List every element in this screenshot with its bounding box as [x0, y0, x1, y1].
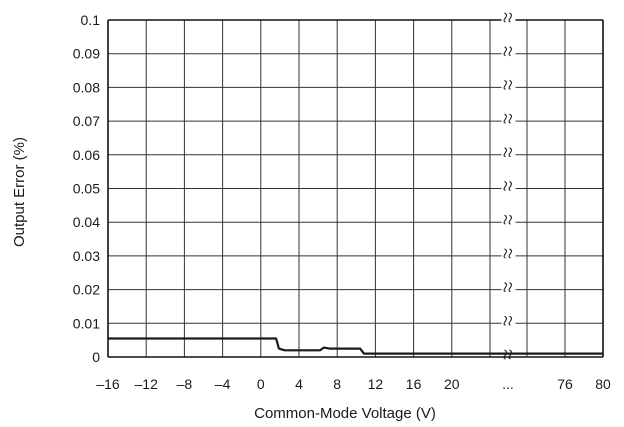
x-tick-label: –16 [96, 376, 120, 392]
series-layer [108, 337, 603, 355]
y-tick-label: 0.03 [73, 248, 100, 264]
x-tick-label: 16 [406, 376, 422, 392]
axis-break-gap [501, 14, 516, 357]
y-tick-label: 0.1 [81, 12, 101, 28]
axis-break-squiggle [503, 12, 513, 23]
grid-layer [108, 20, 603, 357]
axis-break-squiggle [503, 147, 513, 158]
plot-frame-layer [107, 19, 604, 358]
axis-break-squiggle [503, 79, 513, 90]
y-tick-label: 0.04 [73, 214, 100, 230]
axis-break-squiggle [503, 113, 513, 124]
axis-break-squiggle [503, 46, 513, 57]
y-tick-label: 0.07 [73, 113, 100, 129]
axis-break-squiggle [503, 349, 513, 360]
x-tick-label: –4 [215, 376, 231, 392]
x-tick-label: 12 [368, 376, 384, 392]
y-tick-label: 0.02 [73, 282, 100, 298]
y-axis-title: Output Error (%) [11, 137, 28, 247]
axis-break-squiggle [503, 248, 513, 259]
x-tick-label: 4 [295, 376, 303, 392]
x-tick-label: 8 [333, 376, 341, 392]
y-tick-label: 0.09 [73, 46, 100, 62]
y-tick-label: 0.06 [73, 147, 100, 163]
x-axis-title: Common-Mode Voltage (V) [254, 405, 436, 422]
y-tick-label: 0.08 [73, 79, 100, 95]
series-line [108, 337, 603, 355]
y-tick-label: 0.01 [73, 315, 100, 331]
y-tick-label: 0.05 [73, 181, 100, 197]
x-tick-labels: –16 –12 –8 –4 0 4 8 12 16 20 76 80... [96, 376, 611, 392]
axis-break-squiggle [503, 214, 513, 225]
y-tick-label: 0 [92, 349, 100, 365]
x-tick-label: –8 [177, 376, 193, 392]
axis-break-layer [501, 12, 516, 360]
axis-break-squiggle [503, 181, 513, 192]
x-axis-break-label: ... [502, 376, 514, 392]
x-tick-label: 20 [444, 376, 460, 392]
x-tick-label: 0 [257, 376, 265, 392]
axis-break-squiggle [503, 315, 513, 326]
x-tick-label: 80 [595, 376, 611, 392]
x-tick-label: 76 [557, 376, 573, 392]
axis-break-squiggle [503, 282, 513, 293]
y-tick-labels: 0 0.01 0.02 0.03 0.04 0.05 0.06 0.07 0.08 0.09 0.1 [73, 12, 100, 365]
x-tick-label: –12 [135, 376, 159, 392]
